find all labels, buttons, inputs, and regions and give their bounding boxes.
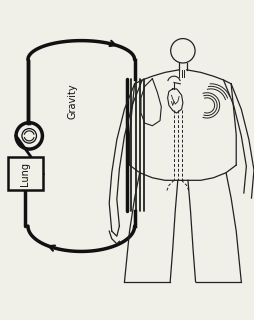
Text: Lung: Lung — [20, 162, 30, 186]
Text: Gravity: Gravity — [67, 84, 77, 119]
Bar — [8, 157, 43, 190]
